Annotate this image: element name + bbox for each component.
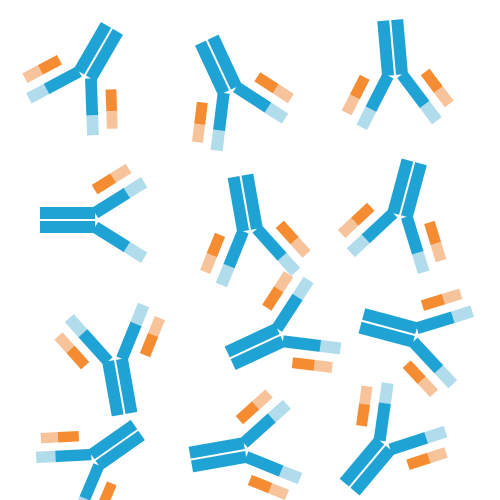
- antibody: [182, 391, 302, 500]
- antibody: [40, 168, 144, 257]
- antibody: [208, 268, 346, 405]
- antibody: [349, 271, 476, 397]
- antibody: [190, 167, 310, 287]
- antibody: [160, 18, 297, 156]
- antibody: [339, 16, 451, 129]
- antibody: [17, 3, 155, 142]
- antibody: [29, 390, 166, 500]
- antibody-diagram: [0, 0, 500, 500]
- antibody: [338, 149, 464, 276]
- antibody: [56, 303, 176, 423]
